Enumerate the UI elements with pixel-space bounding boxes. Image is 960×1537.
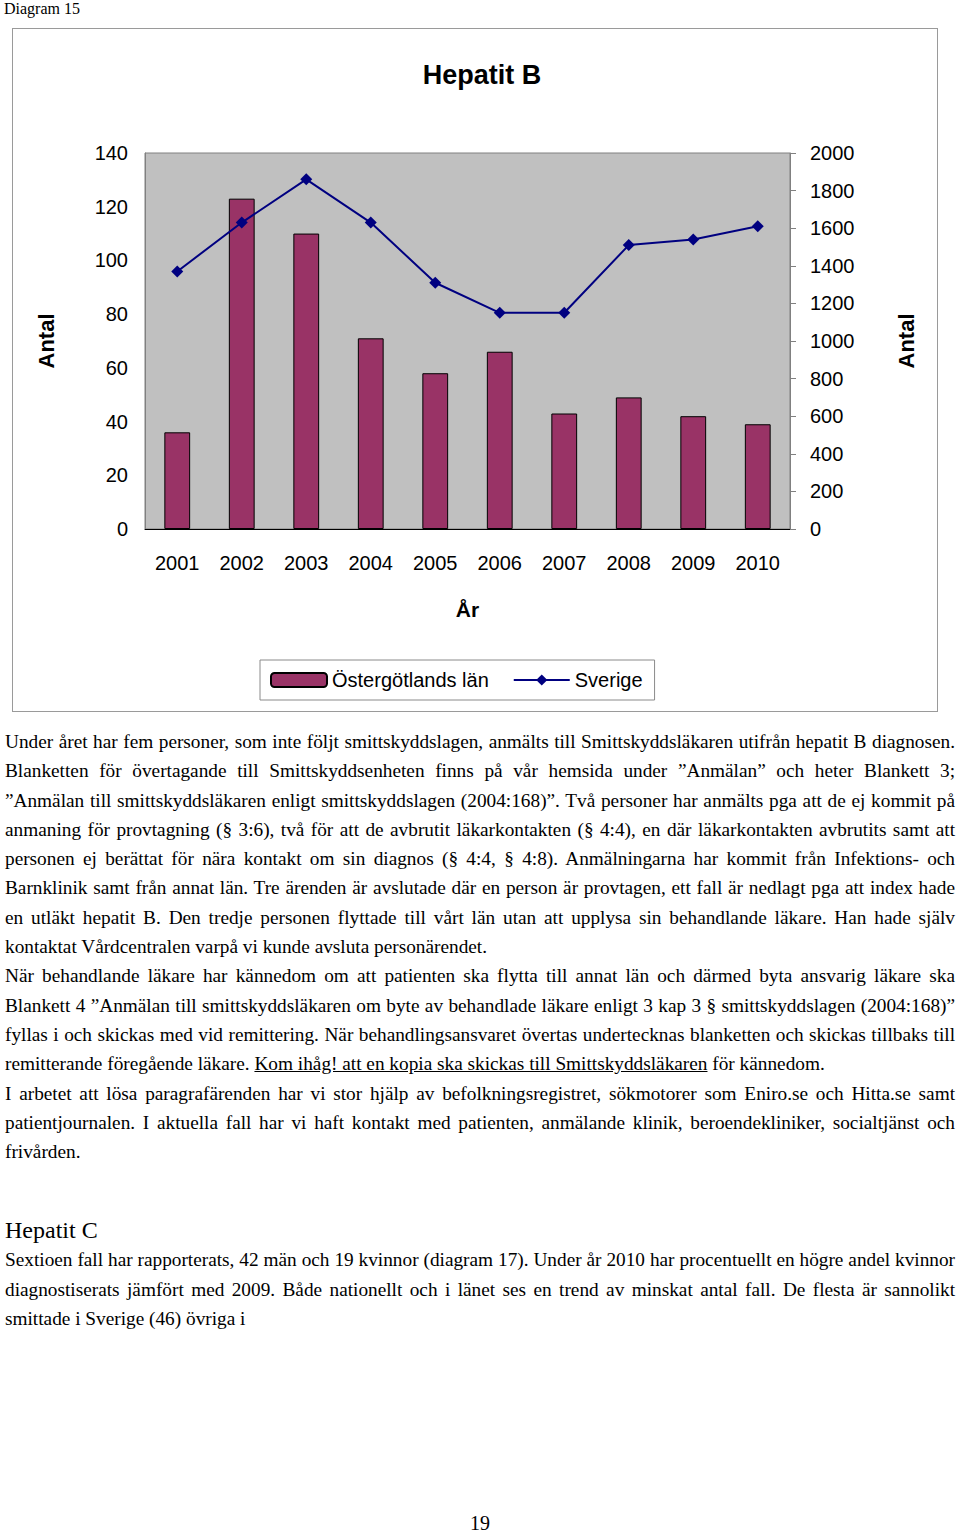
svg-text:100: 100 bbox=[95, 249, 128, 271]
svg-text:2000: 2000 bbox=[810, 142, 855, 164]
svg-text:2005: 2005 bbox=[413, 552, 458, 574]
svg-text:2002: 2002 bbox=[220, 552, 265, 574]
svg-text:2003: 2003 bbox=[284, 552, 329, 574]
html-text:Hepatit C: Hepatit C bbox=[5, 1217, 98, 1244]
html-text:Diagram 15: Diagram 15 bbox=[4, 0, 80, 17]
svg-text:200: 200 bbox=[810, 480, 843, 502]
svg-text:2001: 2001 bbox=[155, 552, 200, 574]
svg-text:1600: 1600 bbox=[810, 217, 855, 239]
html-text:I arbetet att lösa paragrafäre: I arbetet att lösa paragrafärenden har v… bbox=[5, 1082, 955, 1163]
svg-text:400: 400 bbox=[810, 443, 843, 465]
svg-text:1000: 1000 bbox=[810, 330, 855, 352]
svg-text:80: 80 bbox=[106, 303, 128, 325]
html-text:19: 19 bbox=[470, 1512, 490, 1534]
svg-text:600: 600 bbox=[810, 405, 843, 427]
svg-text:120: 120 bbox=[95, 196, 128, 218]
svg-text:2008: 2008 bbox=[607, 552, 652, 574]
svg-text:1400: 1400 bbox=[810, 255, 855, 277]
svg-text:2010: 2010 bbox=[736, 552, 781, 574]
svg-text:0: 0 bbox=[117, 518, 128, 540]
svg-text:20: 20 bbox=[106, 464, 128, 486]
svg-text:800: 800 bbox=[810, 368, 843, 390]
svg-text:60: 60 bbox=[106, 357, 128, 379]
svg-text:Antal: Antal bbox=[894, 314, 919, 369]
svg-text:Östergötlands län: Östergötlands län bbox=[332, 669, 489, 691]
svg-text:1200: 1200 bbox=[810, 292, 855, 314]
svg-text:140: 140 bbox=[95, 142, 128, 164]
html-text:Under året har fem personer, s: Under året har fem personer, som inte fö… bbox=[5, 731, 955, 958]
html-text:Sextioen fall har rapporterats: Sextioen fall har rapporterats, 42 män o… bbox=[5, 1249, 955, 1329]
html-text:När behandlande läkare har kän: När behandlande läkare har kännedom om a… bbox=[5, 965, 955, 1075]
svg-text:40: 40 bbox=[106, 411, 128, 433]
svg-text:Antal: Antal bbox=[34, 314, 59, 369]
svg-text:2004: 2004 bbox=[349, 552, 394, 574]
svg-text:År: År bbox=[456, 598, 479, 621]
svg-text:0: 0 bbox=[810, 518, 821, 540]
svg-text:2007: 2007 bbox=[542, 552, 587, 574]
svg-text:2006: 2006 bbox=[478, 552, 523, 574]
svg-text:Sverige: Sverige bbox=[575, 669, 643, 691]
svg-text:2009: 2009 bbox=[671, 552, 716, 574]
svg-text:1800: 1800 bbox=[810, 180, 855, 202]
svg-text:Hepatit B: Hepatit B bbox=[423, 60, 542, 90]
